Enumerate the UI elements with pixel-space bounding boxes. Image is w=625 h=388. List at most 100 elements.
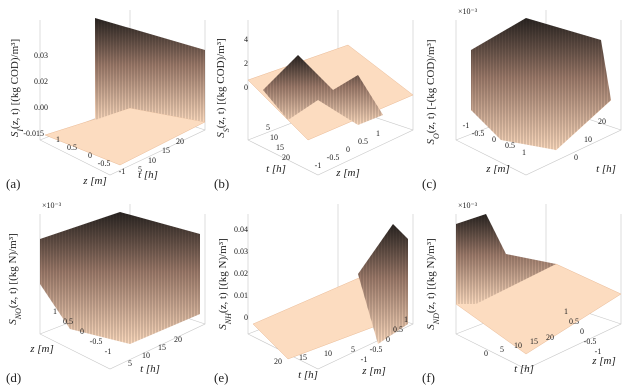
t-tick-label: 10 — [270, 133, 278, 142]
z-tick-label: 4 — [244, 35, 248, 44]
x-tick-label: 0.5 — [569, 317, 579, 326]
z-axis-label-part: S — [215, 132, 227, 138]
x-tick-label: 0.5 — [67, 143, 77, 152]
t-tick-label: 20 — [282, 153, 290, 162]
panel-label: (f) — [422, 370, 435, 385]
t-tick-label: 15 — [299, 353, 307, 362]
z-tick-label: 2 — [244, 59, 248, 68]
x-axis-label: z [m] — [82, 175, 107, 187]
t-tick-label: 5 — [500, 345, 504, 354]
scale-factor: ×10⁻³ — [458, 201, 478, 210]
x-axis-label: z [m] — [591, 355, 616, 367]
x-tick-label: 0 — [80, 327, 84, 336]
z-axis-label-part: S — [7, 319, 19, 325]
panel-label: (d) — [6, 370, 21, 385]
z-tick-label: 0.02 — [234, 269, 248, 278]
x-tick-label: -0.5 — [327, 153, 340, 162]
surface-mesh — [40, 212, 200, 344]
z-axis-label-part: (z, t) [(kg COD)/m³] — [215, 38, 227, 128]
panel: SI(z, t) [(kg COD)/m³] 0.03 0.02 0.00 -0.015… — [6, 10, 206, 191]
t-tick-label: 20 — [546, 333, 554, 342]
x-tick-label: 0.5 — [505, 141, 515, 150]
z-axis-label-part: S — [217, 324, 229, 330]
x-tick-label: 1 — [522, 148, 526, 157]
x-tick-label: 0 — [88, 151, 92, 160]
x-tick-label: -0.5 — [472, 129, 485, 138]
z-axis-label-part: (z, t) [-(kg COD)/m³] — [425, 40, 437, 134]
z-tick-label: 0 — [244, 83, 248, 92]
panel: SND(z, t) [(kg N)/m³]×10⁻³10.50-0.5-10 5 1… — [422, 201, 622, 385]
t-tick-label: 0 — [574, 153, 578, 162]
z-axis-label-part: S — [425, 324, 437, 330]
t-tick-label: 15 — [530, 337, 538, 346]
x-axis-label: z [m] — [485, 163, 510, 175]
axis-box — [39, 214, 206, 370]
x-tick-label: -0.5 — [370, 345, 383, 354]
z-tick-label: 0.00 — [34, 103, 48, 112]
t-tick-label: 15 — [276, 143, 284, 152]
x-tick-label: 0 — [492, 135, 496, 144]
z-axis-label-part: S — [9, 131, 21, 137]
x-tick-label: 1 — [53, 307, 57, 316]
t-tick-label: 15 — [158, 343, 166, 352]
z-tick-label: 0.01 — [234, 291, 248, 300]
t-tick-label: 5 — [138, 165, 142, 174]
t-axis-label: t [h] — [138, 169, 158, 181]
x-tick-label: -1 — [105, 347, 112, 356]
z-tick-label: 0.02 — [34, 77, 48, 86]
x-axis-label: z [m] — [361, 365, 386, 377]
x-tick-label: 0 — [580, 327, 584, 336]
z-axis-label: SND(z, t) [(kg N)/m³] — [425, 238, 441, 329]
t-tick-label: 10 — [142, 351, 150, 360]
z-axis-label: SI(z, t) [(kg COD)/m³] — [9, 39, 25, 137]
x-tick-label: 0.5 — [358, 137, 368, 146]
surface-mesh — [263, 55, 383, 125]
t-tick-label: 20 — [174, 335, 182, 344]
t-axis-label: t [h] — [298, 369, 318, 381]
t-tick-label: 20 — [274, 357, 282, 366]
x-tick-label: 0 — [386, 335, 390, 344]
axis-box — [247, 214, 414, 370]
axis-box — [455, 20, 622, 176]
x-tick-label: 1 — [564, 307, 568, 316]
t-axis-label: t [h] — [596, 163, 616, 175]
panel: SNO(z, t) [(kg N)/m³] ×10⁻³ 1 0.5 0 -0.5-1 5 10… — [6, 201, 206, 385]
z-axis-label-part: O — [432, 133, 441, 139]
z-axis-label: SO(z, t) [-(kg COD)/m³] — [425, 40, 441, 145]
panel-label: (a) — [6, 176, 20, 191]
x-tick-label: 1 — [56, 135, 60, 144]
x-tick-label: -1 — [463, 121, 470, 130]
t-tick-label: 10 — [148, 156, 156, 165]
panel: SO(z, t) [-(kg COD)/m³]×10⁻³-1-0.500.510… — [422, 7, 622, 191]
x-axis-label: z [m] — [335, 167, 360, 179]
surface-mesh — [358, 224, 408, 344]
z-axis-label-part: S — [425, 139, 437, 145]
z-axis-label-part: I — [16, 129, 25, 133]
surface-mesh — [456, 214, 556, 304]
x-tick-label: 0 — [346, 145, 350, 154]
x-tick-label: -0.5 — [584, 337, 597, 346]
z-axis-label-part: (z, t) [(kg N)/m³] — [217, 238, 229, 313]
x-tick-label: -1 — [595, 347, 602, 356]
t-axis-label: t [h] — [140, 363, 160, 375]
x-tick-label: -1 — [315, 161, 322, 170]
z-axis-label-part: (z, t) [(kg N)/m³] — [7, 233, 19, 308]
x-axis-label: z [m] — [29, 343, 54, 355]
panel-label: (e) — [214, 370, 228, 385]
t-tick-label: 5 — [128, 359, 132, 368]
z-axis-label-part: NO — [14, 308, 23, 320]
t-tick-label: 20 — [176, 137, 184, 146]
panel: SS(z, t) [(kg COD)/m³] 420-1-0.500.515101… — [214, 10, 414, 191]
z-axis-label-part: S — [222, 128, 231, 132]
panel-label: (c) — [422, 176, 436, 191]
z-axis-label-part: NH — [224, 312, 233, 325]
panel: SNH(z, t) [(kg N)/m³]0.040.030.020.010-1… — [214, 204, 414, 385]
t-axis-label: t [h] — [514, 363, 534, 375]
x-tick-label: 0.5 — [63, 317, 73, 326]
z-tick-label: -0.015 — [23, 129, 44, 138]
x-tick-label: -1 — [119, 167, 126, 176]
x-tick-label: 1 — [376, 129, 380, 138]
panel-label: (b) — [214, 176, 229, 191]
t-tick-label: 15 — [162, 146, 170, 155]
